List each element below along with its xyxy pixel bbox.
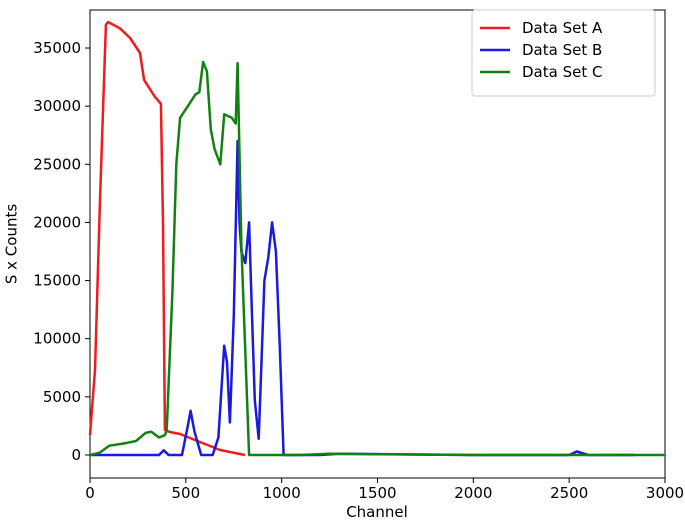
- y-tick-label: 30000: [33, 97, 81, 115]
- y-tick-label: 0: [71, 446, 81, 464]
- y-tick-label: 10000: [33, 330, 81, 348]
- y-axis-label: S x Counts: [3, 204, 21, 284]
- y-tick-label: 15000: [33, 272, 81, 290]
- data-line: [89, 60, 665, 457]
- y-tick-label: 20000: [33, 213, 81, 231]
- data-line: [88, 20, 246, 457]
- y-tick-label: 35000: [33, 39, 81, 57]
- x-tick-label: 1000: [263, 484, 301, 502]
- x-tick-label: 2000: [454, 484, 492, 502]
- x-tick-label: 1500: [358, 484, 396, 502]
- legend-label: Data Set C: [522, 63, 602, 81]
- x-tick-label: 0: [85, 484, 95, 502]
- x-tick-label: 500: [172, 484, 201, 502]
- legend-box: [471, 9, 656, 97]
- legend-label: Data Set A: [522, 19, 603, 37]
- x-tick-label: 3000: [646, 484, 684, 502]
- y-tick-label: 5000: [43, 388, 81, 406]
- x-tick-label: 2500: [550, 484, 588, 502]
- x-axis-label: Channel: [346, 503, 408, 521]
- y-tick-label: 25000: [33, 155, 81, 173]
- legend-label: Data Set B: [522, 41, 602, 59]
